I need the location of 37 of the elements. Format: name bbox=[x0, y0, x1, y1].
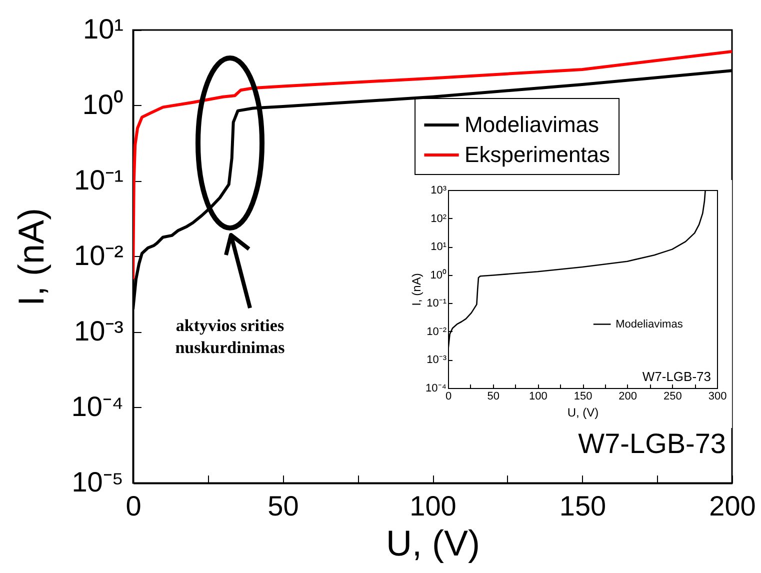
x-tick-label: 250 bbox=[663, 390, 682, 402]
x-tick-label: 100 bbox=[410, 490, 456, 522]
y-tick-label: 10³ bbox=[430, 184, 447, 196]
x-tick-label: 50 bbox=[487, 390, 500, 402]
legend-label: Modeliavimas bbox=[464, 112, 600, 137]
y-tick-label: 10⁻² bbox=[426, 326, 447, 338]
y-tick-label: 10⁻² bbox=[74, 240, 124, 271]
x-tick-label: 50 bbox=[268, 490, 299, 522]
x-tick-label: 150 bbox=[574, 390, 592, 402]
y-tick-label: 10¹ bbox=[83, 14, 124, 44]
annotation: W7-LGB-73 bbox=[578, 428, 726, 459]
annotation: W7-LGB-73 bbox=[642, 369, 711, 384]
x-tick-label: 0 bbox=[445, 390, 452, 402]
y-tick-label: 10⁻⁵ bbox=[72, 466, 124, 498]
annotation: aktyvios srities nuskurdinimas bbox=[175, 316, 286, 357]
y-tick-label: 10⁻¹ bbox=[74, 164, 124, 196]
x-axis-title: U, (V) bbox=[567, 406, 599, 420]
y-tick-label: 10⁻³ bbox=[74, 316, 124, 346]
y-tick-label: 10⁻⁴ bbox=[426, 382, 447, 394]
x-tick-label: 300 bbox=[708, 390, 727, 402]
y-tick-label: 10⁰ bbox=[430, 268, 446, 282]
x-tick-label: 100 bbox=[528, 390, 548, 402]
y-tick-label: 10¹ bbox=[430, 241, 447, 254]
y-axis-title: I, (nA) bbox=[10, 208, 52, 306]
y-tick-label: 10⁻¹ bbox=[426, 298, 447, 310]
legend-label: Modeliavimas bbox=[616, 318, 684, 330]
legend-label: Eksperimentas bbox=[464, 142, 610, 167]
x-tick-label: 150 bbox=[559, 490, 606, 522]
y-tick-label: 10⁻⁴ bbox=[71, 391, 124, 422]
y-tick-label: 10² bbox=[430, 212, 447, 225]
x-tick-label: 200 bbox=[618, 390, 638, 402]
x-tick-label: 0 bbox=[126, 490, 142, 522]
y-axis-title: I, (nA) bbox=[410, 273, 424, 306]
y-tick-label: 10⁰ bbox=[82, 89, 124, 120]
x-axis-title: U, (V) bbox=[386, 522, 480, 564]
x-tick-label: 200 bbox=[709, 490, 756, 522]
y-tick-label: 10⁻³ bbox=[426, 354, 447, 366]
